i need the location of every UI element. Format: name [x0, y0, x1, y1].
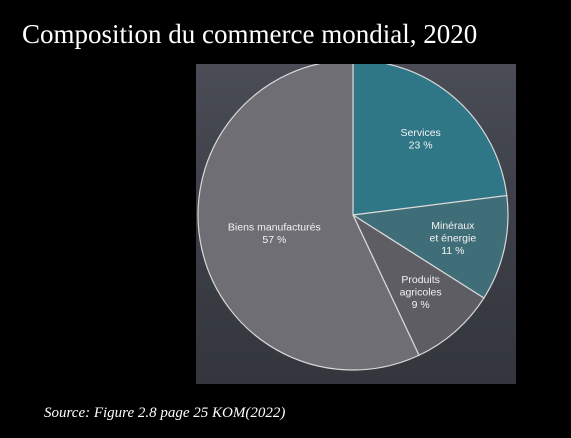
slice-value-label: 11 % [441, 245, 464, 257]
slice-value-label: 23 % [409, 140, 433, 152]
slice-category-label: agricoles [400, 287, 442, 299]
slice-category-label: Biens manufacturés [228, 221, 321, 233]
slice-category-label: Minéraux [431, 220, 475, 232]
pie-slice-label-4: Biens manufacturés 57 % [228, 221, 321, 246]
slice-value-label: 9 % [412, 299, 430, 311]
pie-slice-3 [351, 213, 485, 357]
pie-slice-2 [351, 194, 509, 299]
pie-chart: Services 23 % Minéraux et énergie 11 % Produi… [197, 64, 509, 371]
slide-title: Composition du commerce mondial, 2020 [22, 19, 478, 49]
pie-slice-label-1: Services 23 % [401, 127, 441, 152]
pie-slice-1 [352, 64, 508, 216]
pie-slice-4 [197, 64, 420, 371]
slice-category-label: Services [401, 127, 441, 139]
slice-category-label: Produits [401, 274, 440, 286]
slice-value-label: 57 % [262, 234, 286, 246]
pie-chart-panel: Services 23 % Minéraux et énergie 11 % Produi… [196, 64, 516, 384]
slice-category-label: et énergie [429, 232, 476, 244]
source-note: Source: Figure 2.8 page 25 KOM(2022) [44, 405, 286, 421]
pie-slice-label-2: Minéraux et énergie 11 % [429, 220, 476, 257]
pie-slice-label-3: Produits agricoles 9 % [400, 274, 442, 311]
